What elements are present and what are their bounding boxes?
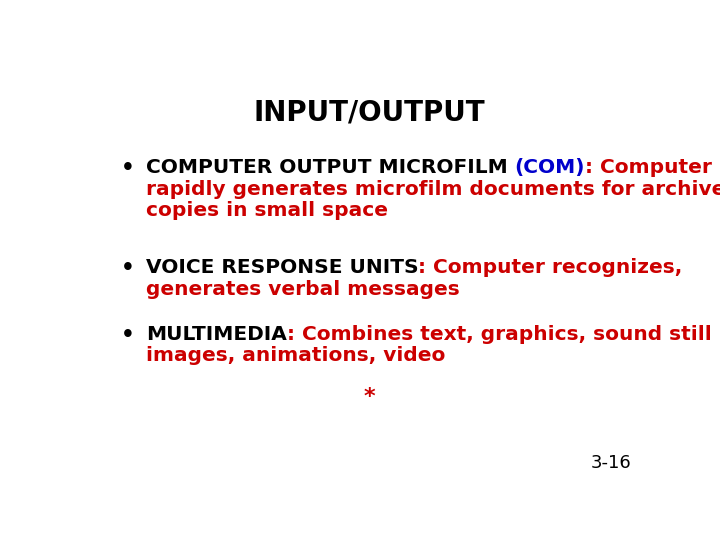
Text: rapidly generates microfilm documents for archive: rapidly generates microfilm documents fo… [145, 180, 720, 199]
Text: : Computer recognizes,: : Computer recognizes, [418, 258, 683, 277]
Text: generates verbal messages: generates verbal messages [145, 280, 459, 299]
Text: •: • [121, 158, 135, 178]
Text: •: • [121, 325, 135, 345]
Text: : Combines text, graphics, sound still: : Combines text, graphics, sound still [287, 325, 711, 343]
Text: •: • [121, 258, 135, 278]
Text: MULTIMEDIA: MULTIMEDIA [145, 325, 287, 343]
Text: copies in small space: copies in small space [145, 201, 388, 220]
Text: COMPUTER OUTPUT MICROFILM: COMPUTER OUTPUT MICROFILM [145, 158, 515, 177]
Text: : Computer: : Computer [585, 158, 712, 177]
Text: images, animations, video: images, animations, video [145, 346, 445, 365]
Text: INPUT/OUTPUT: INPUT/OUTPUT [253, 98, 485, 126]
Text: (COM): (COM) [515, 158, 585, 177]
Text: *: * [363, 387, 375, 407]
Text: VOICE RESPONSE UNITS: VOICE RESPONSE UNITS [145, 258, 418, 277]
Text: 3-16: 3-16 [590, 454, 631, 472]
